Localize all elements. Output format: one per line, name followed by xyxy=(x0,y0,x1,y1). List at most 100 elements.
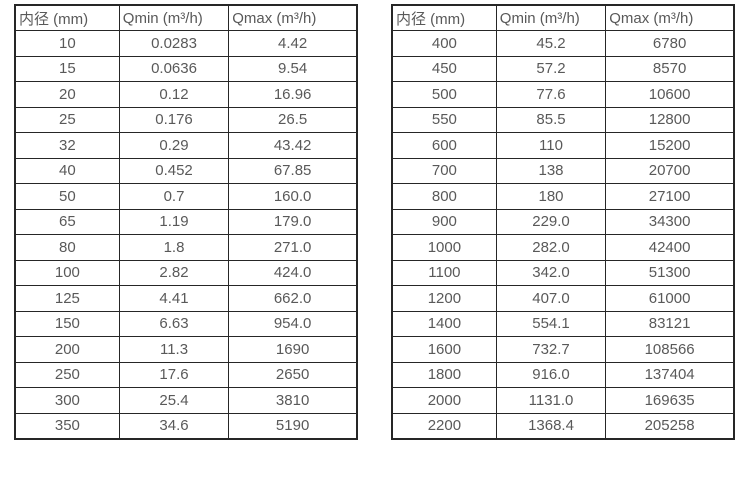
table-row: 500 77.6 10600 xyxy=(391,81,735,108)
table-row: 1100 342.0 51300 xyxy=(391,259,735,286)
table-row: 200 11.3 1690 xyxy=(14,336,358,363)
table-cell: 100 xyxy=(14,259,120,286)
table-body-right: 400 45.2 6780 450 57.2 8570 500 77.6 10600 550 85.… xyxy=(391,30,735,439)
table-cell: 0.0283 xyxy=(118,30,230,57)
table-row: 1200 407.0 61000 xyxy=(391,285,735,312)
table-cell: 11.3 xyxy=(118,336,230,363)
table-row: 350 34.6 5190 xyxy=(14,412,358,439)
table-row: 2200 1368.4 205258 xyxy=(391,412,735,439)
table-cell: 4.42 xyxy=(228,30,358,57)
table-cell: 0.176 xyxy=(118,106,230,133)
table-row: 125 4.41 662.0 xyxy=(14,285,358,312)
table-cell: 550 xyxy=(391,106,497,133)
table-row: 40 0.452 67.85 xyxy=(14,157,358,184)
table-cell: 732.7 xyxy=(495,336,607,363)
table-cell: 0.7 xyxy=(118,183,230,210)
table-cell: 169635 xyxy=(605,387,735,414)
table-cell: 6780 xyxy=(605,30,735,57)
spec-table-left: 内径 (mm) Qmin (m³/h) Qmax (m³/h) 10 0.0283… xyxy=(14,4,358,440)
table-cell: 65 xyxy=(14,208,120,235)
table-cell: 25 xyxy=(14,106,120,133)
table-cell: 1600 xyxy=(391,336,497,363)
table-cell: 450 xyxy=(391,55,497,82)
table-cell: 4.41 xyxy=(118,285,230,312)
table-cell: 20 xyxy=(14,81,120,108)
header-row: 内径 (mm) Qmin (m³/h) Qmax (m³/h) xyxy=(14,4,358,31)
table-cell: 15200 xyxy=(605,132,735,159)
table-cell: 85.5 xyxy=(495,106,607,133)
table-cell: 12800 xyxy=(605,106,735,133)
table-cell: 342.0 xyxy=(495,259,607,286)
table-row: 550 85.5 12800 xyxy=(391,106,735,133)
table-cell: 20700 xyxy=(605,157,735,184)
table-row: 2000 1131.0 169635 xyxy=(391,387,735,414)
table-row: 100 2.82 424.0 xyxy=(14,259,358,286)
table-cell: 110 xyxy=(495,132,607,159)
table-cell: 271.0 xyxy=(228,234,358,261)
table-cell: 916.0 xyxy=(495,361,607,388)
table-cell: 138 xyxy=(495,157,607,184)
table-row: 20 0.12 16.96 xyxy=(14,81,358,108)
table-cell: 2200 xyxy=(391,412,497,439)
table-row: 25 0.176 26.5 xyxy=(14,106,358,133)
table-cell: 954.0 xyxy=(228,310,358,337)
table-row: 250 17.6 2650 xyxy=(14,361,358,388)
table-cell: 8570 xyxy=(605,55,735,82)
table-cell: 1200 xyxy=(391,285,497,312)
table-cell: 15 xyxy=(14,55,120,82)
header-row: 内径 (mm) Qmin (m³/h) Qmax (m³/h) xyxy=(391,4,735,31)
table-cell: 300 xyxy=(14,387,120,414)
table-cell: 600 xyxy=(391,132,497,159)
table-cell: 1.19 xyxy=(118,208,230,235)
table-cell: 424.0 xyxy=(228,259,358,286)
table-cell: 3810 xyxy=(228,387,358,414)
table-row: 15 0.0636 9.54 xyxy=(14,55,358,82)
table-cell: 2.82 xyxy=(118,259,230,286)
table-cell: 83121 xyxy=(605,310,735,337)
column-header-qmax: Qmax (m³/h) xyxy=(605,4,735,31)
table-cell: 1368.4 xyxy=(495,412,607,439)
table-cell: 1000 xyxy=(391,234,497,261)
table-cell: 77.6 xyxy=(495,81,607,108)
table-cell: 50 xyxy=(14,183,120,210)
table-cell: 10 xyxy=(14,30,120,57)
table-cell: 400 xyxy=(391,30,497,57)
table-cell: 900 xyxy=(391,208,497,235)
table-cell: 2000 xyxy=(391,387,497,414)
table-row: 80 1.8 271.0 xyxy=(14,234,358,261)
table-cell: 5190 xyxy=(228,412,358,439)
table-row: 300 25.4 3810 xyxy=(14,387,358,414)
table-cell: 57.2 xyxy=(495,55,607,82)
table-cell: 16.96 xyxy=(228,81,358,108)
table-cell: 0.452 xyxy=(118,157,230,184)
table-cell: 229.0 xyxy=(495,208,607,235)
table-row: 65 1.19 179.0 xyxy=(14,208,358,235)
table-cell: 27100 xyxy=(605,183,735,210)
table-cell: 500 xyxy=(391,81,497,108)
table-cell: 407.0 xyxy=(495,285,607,312)
table-cell: 350 xyxy=(14,412,120,439)
table-cell: 282.0 xyxy=(495,234,607,261)
table-cell: 200 xyxy=(14,336,120,363)
table-cell: 1131.0 xyxy=(495,387,607,414)
table-cell: 1690 xyxy=(228,336,358,363)
table-row: 600 110 15200 xyxy=(391,132,735,159)
table-row: 800 180 27100 xyxy=(391,183,735,210)
table-cell: 554.1 xyxy=(495,310,607,337)
table-row: 1000 282.0 42400 xyxy=(391,234,735,261)
table-cell: 1800 xyxy=(391,361,497,388)
table-row: 400 45.2 6780 xyxy=(391,30,735,57)
table-cell: 10600 xyxy=(605,81,735,108)
table-cell: 2650 xyxy=(228,361,358,388)
table-body-left: 10 0.0283 4.42 15 0.0636 9.54 20 0.12 16.96 25 0.1… xyxy=(14,30,358,439)
table-row: 10 0.0283 4.42 xyxy=(14,30,358,57)
table-cell: 1100 xyxy=(391,259,497,286)
table-cell: 80 xyxy=(14,234,120,261)
table-cell: 179.0 xyxy=(228,208,358,235)
table-cell: 42400 xyxy=(605,234,735,261)
table-row: 32 0.29 43.42 xyxy=(14,132,358,159)
spec-table-right: 内径 (mm) Qmin (m³/h) Qmax (m³/h) 400 45.2 6… xyxy=(391,4,735,440)
table-cell: 9.54 xyxy=(228,55,358,82)
table-cell: 800 xyxy=(391,183,497,210)
